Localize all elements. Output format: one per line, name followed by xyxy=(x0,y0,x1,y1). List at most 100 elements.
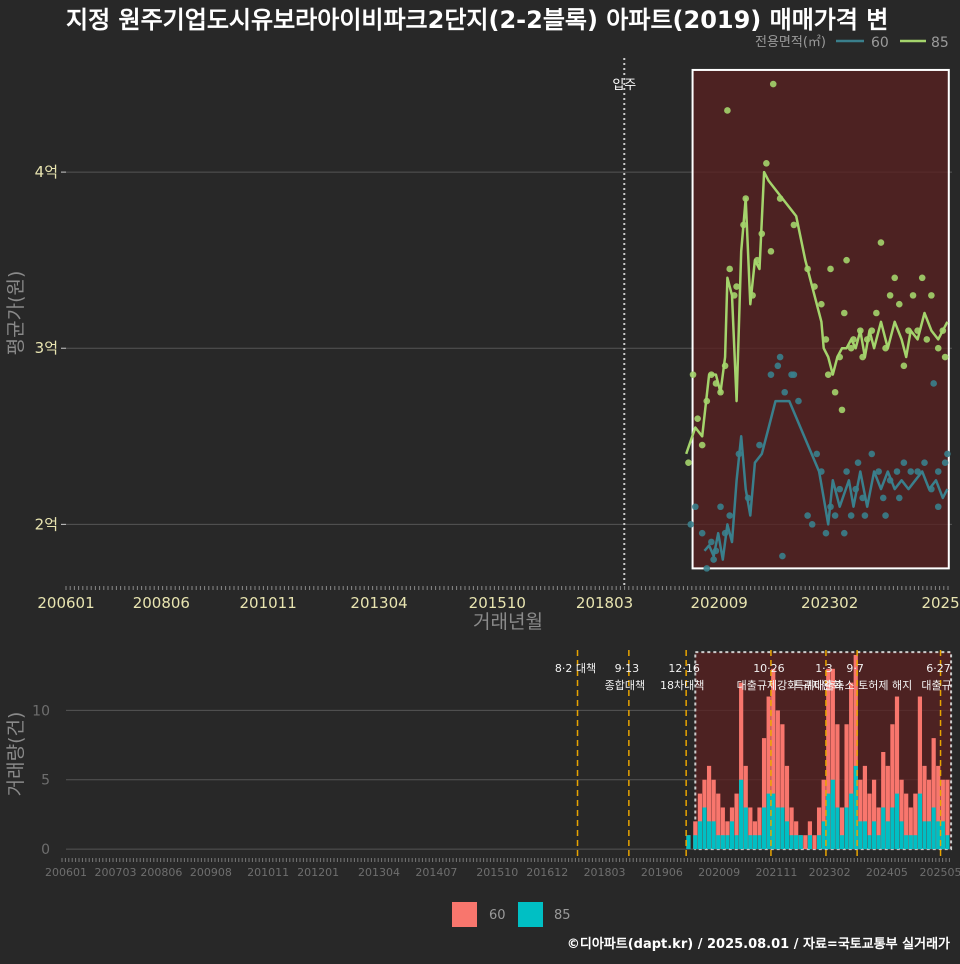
volume-bar-60 xyxy=(904,793,909,850)
price-point-60 xyxy=(822,529,830,537)
volume-y-axis-title: 거래량(건) xyxy=(5,712,27,797)
volume-bar-60 xyxy=(812,835,817,850)
price-point-85 xyxy=(895,300,903,308)
volume-policy-label: 대출규제강화 xyxy=(737,679,798,692)
volume-policy-label: 9·7 xyxy=(846,662,864,675)
volume-xtick-label: 202405 xyxy=(866,866,908,879)
volume-bar-60 xyxy=(789,807,794,850)
volume-bar-60 xyxy=(725,821,730,850)
volume-bar-60 xyxy=(945,779,950,850)
price-point-85 xyxy=(790,221,798,229)
volume-bar-60 xyxy=(821,779,826,850)
volume-bar-60 xyxy=(771,668,776,850)
price-point-60 xyxy=(710,556,717,563)
price-line-85 xyxy=(685,170,949,455)
volume-bar-60 xyxy=(807,821,813,850)
volume-bar-85 xyxy=(766,793,771,850)
price-point-85 xyxy=(767,248,775,255)
volume-bar-60 xyxy=(780,724,785,850)
price-point-85 xyxy=(726,265,733,273)
price-ytick-label: 3억 xyxy=(35,339,58,357)
price-point-60 xyxy=(717,503,724,511)
volume-bar-85 xyxy=(702,807,707,850)
volume-bar-85 xyxy=(706,821,712,850)
volume-bar-60 xyxy=(858,779,863,850)
volume-bar-85 xyxy=(780,807,785,850)
price-point-85 xyxy=(941,353,949,361)
price-point-60 xyxy=(941,459,949,467)
price-point-60 xyxy=(882,512,889,519)
volume-bar-85 xyxy=(890,807,895,850)
volume-bar-85 xyxy=(697,821,703,850)
volume-bar-85 xyxy=(858,821,863,850)
volume-bar-60 xyxy=(706,765,712,850)
price-point-85 xyxy=(689,371,697,378)
volume-bar-60 xyxy=(766,696,771,850)
volume-legend-label-60: 60 xyxy=(489,908,506,923)
price-point-60 xyxy=(893,468,901,475)
price-point-60 xyxy=(808,521,816,528)
price-point-85 xyxy=(873,309,880,317)
price-point-60 xyxy=(756,441,763,449)
price-point-60 xyxy=(687,521,695,528)
volume-bar-60 xyxy=(720,807,725,850)
volume-bar-85 xyxy=(789,835,794,850)
volume-policy-label: 종합대책 xyxy=(605,679,645,692)
volume-xtick-label: 201304 xyxy=(358,866,400,879)
volume-bar-60 xyxy=(816,807,822,850)
price-point-60 xyxy=(781,388,789,396)
price-point-85 xyxy=(928,292,935,299)
volume-bar-85 xyxy=(945,835,950,850)
volume-policy-label: 10·26 xyxy=(753,662,785,675)
volume-bar-85 xyxy=(881,807,886,850)
price-point-85 xyxy=(886,292,894,299)
volume-bar-60 xyxy=(803,835,808,850)
volume-xtick-label: 200601 xyxy=(45,866,87,879)
volume-bar-85 xyxy=(839,835,845,850)
price-line-60 xyxy=(703,399,949,561)
price-point-60 xyxy=(868,450,876,458)
volume-bar-85 xyxy=(899,821,904,850)
volume-bar-85 xyxy=(913,835,918,850)
volume-bar-85 xyxy=(908,835,913,850)
volume-bar-85 xyxy=(686,835,691,850)
volume-bar-85 xyxy=(693,835,698,850)
volume-bar-60 xyxy=(917,696,923,850)
price-point-85 xyxy=(694,415,701,422)
volume-bar-60 xyxy=(757,807,762,850)
volume-bar-85 xyxy=(757,835,762,850)
volume-bar-60 xyxy=(853,654,858,850)
price-point-85 xyxy=(877,239,885,246)
volume-xtick-label: 202302 xyxy=(809,866,851,879)
volume-legend-key-60 xyxy=(452,902,477,927)
volume-ytick-label: 0 xyxy=(41,842,50,858)
volume-bar-60 xyxy=(936,765,941,850)
volume-bar-60 xyxy=(867,793,872,850)
volume-bar-60 xyxy=(835,724,840,850)
volume-policy-label: 대출규 xyxy=(921,679,951,692)
volume-bar-60 xyxy=(849,682,854,850)
price-x-axis-title: 거래년월 xyxy=(473,611,543,633)
volume-panel: 0 5 10 8·2 대책 9·13 종합대책 12·16 18차대책 10·26 대출규제강화 1… xyxy=(5,650,960,879)
price-point-60 xyxy=(708,538,715,546)
volume-policy-label: 18차대책 xyxy=(660,679,704,692)
price-xtick-label: 200806 xyxy=(133,594,190,612)
volume-bar-60 xyxy=(830,668,835,850)
price-point-60 xyxy=(790,371,798,378)
price-point-85 xyxy=(909,292,917,299)
volume-bar-85 xyxy=(716,835,721,850)
volume-bar-85 xyxy=(844,807,849,850)
price-point-60 xyxy=(779,552,786,560)
volume-bar-60 xyxy=(739,682,744,850)
volume-bar-85 xyxy=(711,821,716,850)
price-xtick-label: 201011 xyxy=(240,594,297,612)
volume-ytick-label: 5 xyxy=(41,773,50,789)
volume-bar-85 xyxy=(725,835,730,850)
volume-bar-60 xyxy=(926,779,932,850)
volume-bar-60 xyxy=(871,779,877,850)
volume-bar-60 xyxy=(734,793,739,850)
price-x-minor-ticks xyxy=(65,586,949,590)
volume-bar-60 xyxy=(761,738,767,850)
